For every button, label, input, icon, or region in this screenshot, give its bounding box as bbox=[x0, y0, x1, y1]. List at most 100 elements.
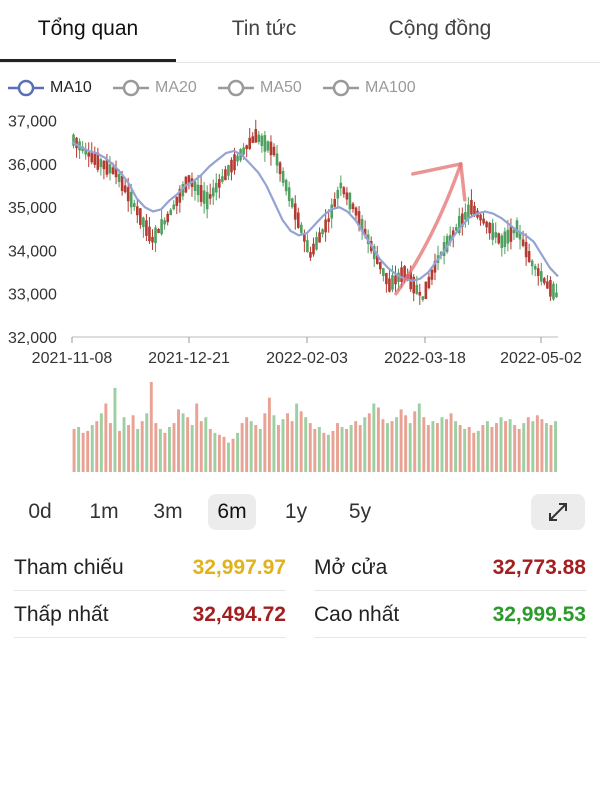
volume-bar bbox=[267, 397, 271, 472]
volume-bar bbox=[326, 434, 330, 472]
volume-bar bbox=[454, 421, 458, 472]
candle-body bbox=[187, 175, 191, 183]
candle-body bbox=[348, 192, 352, 210]
tab-news[interactable]: Tin tức bbox=[231, 17, 297, 40]
candle-body bbox=[330, 204, 334, 219]
candle-body bbox=[178, 188, 182, 203]
range-0d[interactable]: 0d bbox=[28, 500, 52, 523]
candle-body bbox=[218, 179, 221, 188]
range-6m[interactable]: 6m bbox=[208, 494, 256, 530]
candle-body bbox=[400, 267, 403, 282]
candle-body bbox=[515, 220, 519, 238]
volume-bar bbox=[367, 413, 371, 472]
volume-bar bbox=[445, 419, 448, 472]
legend-ma100[interactable]: MA100 bbox=[323, 76, 416, 100]
candle-body bbox=[448, 235, 452, 243]
range-1y[interactable]: 1y bbox=[284, 500, 308, 523]
candle-body bbox=[424, 281, 428, 299]
candle-body bbox=[154, 227, 157, 244]
volume-bar bbox=[163, 432, 167, 472]
range-1m[interactable]: 1m bbox=[89, 500, 119, 523]
candle-body bbox=[360, 218, 364, 232]
volume-bar bbox=[331, 430, 335, 472]
volume-bar bbox=[158, 428, 162, 472]
candle-body bbox=[269, 141, 273, 156]
volume-bar bbox=[513, 425, 517, 472]
ma50-toggle-icon bbox=[218, 79, 254, 97]
volume-bar bbox=[390, 421, 394, 472]
candle-body bbox=[336, 189, 340, 199]
tab-community[interactable]: Cộng đồng bbox=[388, 17, 492, 40]
stat-high: Cao nhất 32,999.53 bbox=[314, 593, 586, 638]
candle-body bbox=[391, 275, 394, 290]
volume-bar bbox=[417, 403, 421, 472]
candle-body bbox=[524, 242, 528, 258]
tab-overview[interactable]: Tổng quan bbox=[37, 17, 139, 40]
candle-body bbox=[451, 230, 455, 238]
legend-ma20[interactable]: MA20 bbox=[113, 76, 197, 100]
volume-bar bbox=[381, 419, 385, 472]
candle-body bbox=[296, 212, 300, 228]
candle-body bbox=[461, 213, 464, 227]
candle-body bbox=[379, 261, 382, 270]
volume-bar bbox=[376, 407, 380, 472]
volume-bar bbox=[217, 434, 221, 472]
volume-bar bbox=[95, 421, 99, 472]
legend-ma50-label: MA50 bbox=[260, 79, 302, 96]
volume-bar bbox=[90, 425, 94, 472]
candle-body bbox=[457, 215, 461, 234]
legend-ma50[interactable]: MA50 bbox=[218, 76, 302, 100]
volume-bar bbox=[422, 417, 426, 472]
candle-body bbox=[445, 236, 449, 252]
candle-body bbox=[233, 154, 236, 171]
stat-open: Mở cửa 32,773.88 bbox=[314, 546, 586, 591]
stat-reference-label: Tham chiếu bbox=[14, 556, 124, 579]
candle-body bbox=[473, 205, 476, 216]
candle-body bbox=[415, 284, 419, 294]
candle-body bbox=[230, 159, 233, 173]
candle-body bbox=[157, 229, 160, 233]
ma10-toggle-icon bbox=[8, 79, 44, 97]
volume-bar bbox=[463, 428, 467, 472]
price-chart[interactable]: 37,000 36,000 35,000 34,000 33,000 32,000 2021… bbox=[0, 0, 600, 480]
stat-reference-value: 32,997.97 bbox=[192, 556, 286, 579]
stat-open-value: 32,773.88 bbox=[492, 556, 586, 579]
candle-body bbox=[263, 135, 267, 152]
candle-body bbox=[309, 251, 312, 258]
volume-bar bbox=[395, 417, 399, 472]
volume-bar bbox=[154, 423, 158, 472]
volume-bar bbox=[485, 421, 489, 472]
candle-body bbox=[543, 278, 546, 284]
candle-body bbox=[533, 266, 537, 270]
volume-bar bbox=[213, 432, 217, 472]
candle-body bbox=[412, 276, 416, 294]
volume-bar bbox=[358, 425, 362, 472]
candle-body bbox=[129, 191, 133, 208]
stat-high-label: Cao nhất bbox=[314, 603, 400, 626]
range-5y[interactable]: 5y bbox=[348, 500, 372, 523]
candle-body bbox=[139, 208, 142, 225]
volume-bar bbox=[431, 421, 435, 472]
legend-ma20-label: MA20 bbox=[155, 79, 197, 96]
y-tick-label: 37,000 bbox=[8, 114, 57, 131]
candle-body bbox=[175, 196, 179, 206]
candle-body bbox=[464, 212, 467, 220]
candle-body bbox=[260, 135, 264, 146]
volume-bar bbox=[122, 417, 126, 472]
candle-body bbox=[84, 148, 87, 155]
candle-body bbox=[339, 182, 343, 189]
candle-body bbox=[293, 203, 297, 220]
volume-bar bbox=[140, 421, 144, 472]
legend-ma10[interactable]: MA10 bbox=[8, 76, 92, 100]
volume-bar bbox=[399, 409, 403, 472]
volume-bar bbox=[490, 427, 494, 472]
candle-body bbox=[503, 231, 507, 247]
volume-bar bbox=[349, 425, 353, 472]
volume-bar bbox=[449, 413, 453, 472]
volume-bar bbox=[72, 428, 76, 472]
range-3m[interactable]: 3m bbox=[153, 500, 183, 523]
candle-body bbox=[521, 239, 525, 246]
expand-button[interactable] bbox=[531, 494, 585, 530]
candle-body bbox=[315, 236, 318, 250]
volume-bar bbox=[86, 430, 90, 472]
